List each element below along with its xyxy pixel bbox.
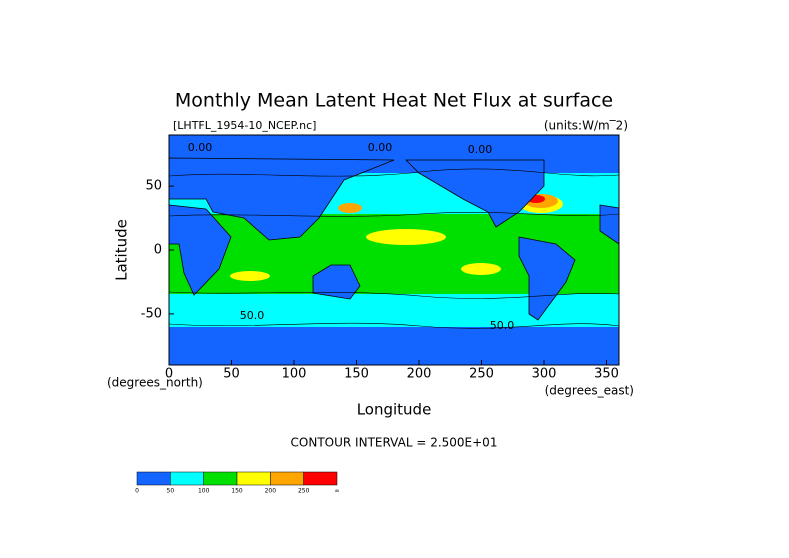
x-unit: (degrees_east) bbox=[545, 384, 634, 398]
colorbar-swatch bbox=[136, 471, 171, 486]
colorbar-swatch bbox=[236, 471, 271, 486]
colorbar-label: 250 bbox=[298, 488, 310, 495]
x-tick-label: 150 bbox=[344, 367, 369, 382]
y-tick-label: 50 bbox=[145, 179, 162, 194]
contour-label: 50.0 bbox=[240, 309, 265, 322]
contour-interval: CONTOUR INTERVAL = 2.500E+01 bbox=[291, 436, 498, 450]
chart-title: Monthly Mean Latent Heat Net Flux at sur… bbox=[175, 90, 613, 112]
colorbar-swatch bbox=[270, 471, 304, 486]
x-tick-label: 200 bbox=[407, 367, 432, 382]
x-tick-label: 350 bbox=[594, 367, 619, 382]
y-tick-label: 0 bbox=[154, 243, 162, 258]
x-tick-label: 50 bbox=[223, 367, 240, 382]
colorbar-swatch bbox=[303, 471, 338, 486]
colorbar-label: 200 bbox=[265, 488, 277, 495]
x-tick-label: 250 bbox=[469, 367, 494, 382]
y-axis-label: Latitude bbox=[113, 219, 131, 281]
map-field bbox=[169, 135, 619, 365]
colorbar-label: ∞ bbox=[335, 488, 340, 495]
contour-label: 0.00 bbox=[468, 143, 493, 156]
x-tick-label: 0 bbox=[165, 367, 173, 382]
colorbar-swatch bbox=[203, 471, 238, 486]
subtitle-left: [LHTFL_1954-10_NCEP.nc] bbox=[173, 119, 316, 132]
contour-label: 0.00 bbox=[188, 141, 213, 154]
x-tick-label: 100 bbox=[282, 367, 307, 382]
colorbar-swatch bbox=[170, 471, 204, 486]
colorbar-label: 100 bbox=[198, 488, 210, 495]
colorbar-label: 0 bbox=[135, 488, 139, 495]
y-tick-label: -50 bbox=[141, 306, 162, 321]
colorbar-label: 150 bbox=[231, 488, 243, 495]
x-tick-label: 300 bbox=[532, 367, 557, 382]
contour-label: 0.00 bbox=[368, 141, 393, 154]
subtitle-right: (units:W/m‾2) bbox=[544, 119, 628, 133]
y-unit: (degrees_north) bbox=[107, 376, 203, 390]
colorbar-label: 50 bbox=[167, 488, 175, 495]
x-axis-label: Longitude bbox=[357, 401, 432, 419]
contour-label: 50.0 bbox=[490, 319, 515, 332]
